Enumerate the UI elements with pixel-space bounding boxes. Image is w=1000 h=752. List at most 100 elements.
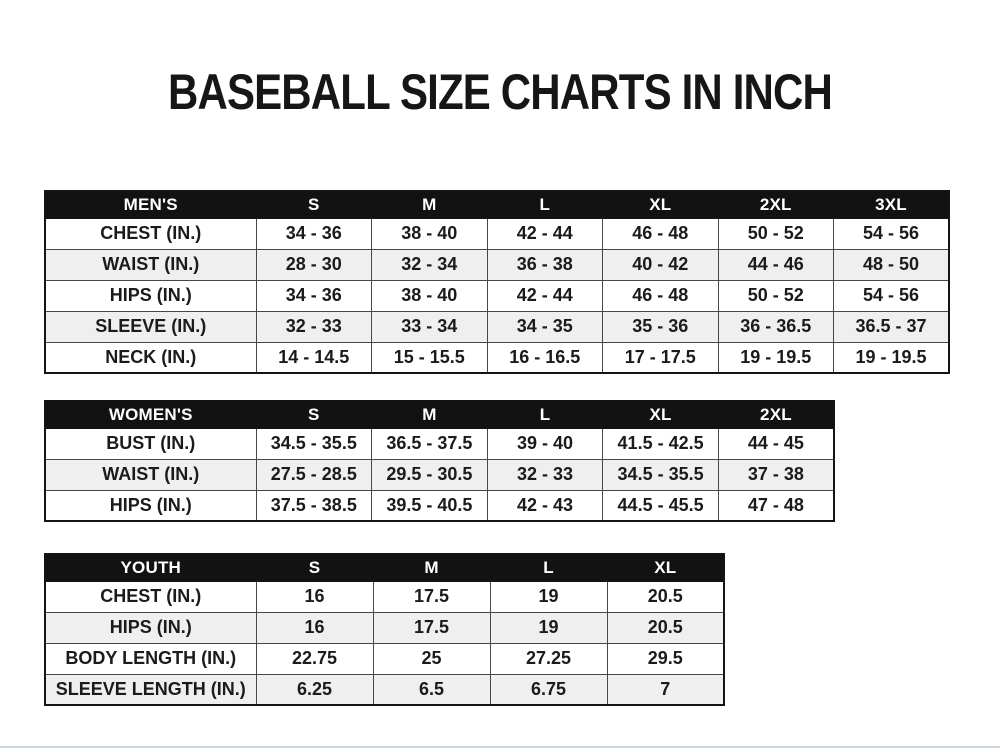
- size-column-header: M: [372, 553, 491, 582]
- measurement-label: CHEST (IN.): [44, 217, 257, 250]
- size-value-cell: 20.5: [606, 580, 725, 613]
- size-value-cell: 28 - 30: [255, 248, 372, 281]
- size-value-cell: 32 - 34: [371, 248, 488, 281]
- size-column-header: XL: [602, 400, 719, 429]
- mens-size-table: MEN'S S M L XL 2XL 3XL CHEST (IN.) 34 - 36 38 - 4…: [44, 190, 950, 374]
- size-value-cell: 42 - 44: [486, 217, 603, 250]
- size-value-cell: 17.5: [372, 611, 491, 644]
- size-value-cell: 7: [606, 673, 725, 706]
- size-value-cell: 35 - 36: [602, 310, 719, 343]
- size-column-header: S: [255, 400, 373, 429]
- size-value-cell: 34 - 36: [255, 279, 372, 312]
- size-value-cell: 50 - 52: [717, 279, 834, 312]
- table-category-header: YOUTH: [44, 553, 257, 582]
- size-column-header: L: [486, 400, 604, 429]
- size-value-cell: 19: [489, 611, 608, 644]
- size-value-cell: 27.5 - 28.5: [255, 458, 373, 491]
- size-value-cell: 34.5 - 35.5: [255, 427, 373, 460]
- size-column-header: L: [489, 553, 608, 582]
- table-row: WAIST (IN.) 28 - 30 32 - 34 36 - 38 40 - 42 4…: [44, 248, 950, 281]
- size-value-cell: 22.75: [255, 642, 374, 675]
- size-value-cell: 34.5 - 35.5: [602, 458, 719, 491]
- size-value-cell: 19 - 19.5: [833, 341, 950, 374]
- size-column-header: L: [486, 190, 603, 219]
- table-row: NECK (IN.) 14 - 14.5 15 - 15.5 16 - 16.5 17 …: [44, 341, 950, 374]
- table-row: HIPS (IN.) 34 - 36 38 - 40 42 - 44 46 - 48 50…: [44, 279, 950, 312]
- table-category-header: WOMEN'S: [44, 400, 257, 429]
- size-value-cell: 20.5: [606, 611, 725, 644]
- size-column-header: 2XL: [717, 190, 834, 219]
- measurement-label: WAIST (IN.): [44, 248, 257, 281]
- size-value-cell: 25: [372, 642, 491, 675]
- table-row: WAIST (IN.) 27.5 - 28.5 29.5 - 30.5 32 - 33…: [44, 458, 835, 491]
- size-value-cell: 46 - 48: [602, 217, 719, 250]
- size-column-header: 3XL: [833, 190, 950, 219]
- size-value-cell: 29.5 - 30.5: [371, 458, 488, 491]
- table-row: CHEST (IN.) 34 - 36 38 - 40 42 - 44 46 - 48 5…: [44, 217, 950, 250]
- size-value-cell: 14 - 14.5: [255, 341, 372, 374]
- header-row: YOUTH S M L XL: [44, 553, 725, 582]
- size-value-cell: 42 - 43: [486, 489, 604, 522]
- size-value-cell: 39.5 - 40.5: [371, 489, 488, 522]
- size-value-cell: 16 - 16.5: [486, 341, 603, 374]
- header-row: WOMEN'S S M L XL 2XL: [44, 400, 835, 429]
- size-value-cell: 19: [489, 580, 608, 613]
- image-bottom-edge-line: [0, 746, 1000, 748]
- table-row: HIPS (IN.) 16 17.5 19 20.5: [44, 611, 725, 644]
- size-value-cell: 32 - 33: [255, 310, 372, 343]
- page-title: BASEBALL SIZE CHARTS IN INCH: [167, 64, 833, 120]
- size-value-cell: 44 - 45: [717, 427, 835, 460]
- size-value-cell: 54 - 56: [833, 217, 950, 250]
- size-value-cell: 50 - 52: [717, 217, 834, 250]
- size-column-header: M: [371, 190, 488, 219]
- size-value-cell: 17 - 17.5: [602, 341, 719, 374]
- measurement-label: BODY LENGTH (IN.): [44, 642, 257, 675]
- size-value-cell: 48 - 50: [833, 248, 950, 281]
- size-value-cell: 6.75: [489, 673, 608, 706]
- size-value-cell: 39 - 40: [486, 427, 604, 460]
- size-value-cell: 37.5 - 38.5: [255, 489, 373, 522]
- size-column-header: 2XL: [717, 400, 835, 429]
- header-row: MEN'S S M L XL 2XL 3XL: [44, 190, 950, 219]
- size-value-cell: 38 - 40: [371, 217, 488, 250]
- measurement-label: HIPS (IN.): [44, 611, 257, 644]
- size-value-cell: 6.25: [255, 673, 374, 706]
- size-value-cell: 33 - 34: [371, 310, 488, 343]
- size-value-cell: 16: [255, 611, 374, 644]
- measurement-label: NECK (IN.): [44, 341, 257, 374]
- table-row: CHEST (IN.) 16 17.5 19 20.5: [44, 580, 725, 613]
- size-value-cell: 27.25: [489, 642, 608, 675]
- size-value-cell: 36.5 - 37.5: [371, 427, 488, 460]
- size-value-cell: 15 - 15.5: [371, 341, 488, 374]
- womens-size-table: WOMEN'S S M L XL 2XL BUST (IN.) 34.5 - 35.5 36.5…: [44, 400, 835, 522]
- size-value-cell: 40 - 42: [602, 248, 719, 281]
- size-value-cell: 46 - 48: [602, 279, 719, 312]
- size-value-cell: 47 - 48: [717, 489, 835, 522]
- size-value-cell: 36.5 - 37: [833, 310, 950, 343]
- size-value-cell: 37 - 38: [717, 458, 835, 491]
- table-row: SLEEVE (IN.) 32 - 33 33 - 34 34 - 35 35 - 36…: [44, 310, 950, 343]
- table-row: BUST (IN.) 34.5 - 35.5 36.5 - 37.5 39 - 40 4…: [44, 427, 835, 460]
- youth-size-table: YOUTH S M L XL CHEST (IN.) 16 17.5 19 20.5 HIPS (I…: [44, 553, 725, 706]
- measurement-label: BUST (IN.): [44, 427, 257, 460]
- size-value-cell: 6.5: [372, 673, 491, 706]
- size-column-header: S: [255, 553, 374, 582]
- table-row: SLEEVE LENGTH (IN.) 6.25 6.5 6.75 7: [44, 673, 725, 706]
- size-value-cell: 38 - 40: [371, 279, 488, 312]
- table-row: BODY LENGTH (IN.) 22.75 25 27.25 29.5: [44, 642, 725, 675]
- measurement-label: SLEEVE (IN.): [44, 310, 257, 343]
- size-value-cell: 54 - 56: [833, 279, 950, 312]
- measurement-label: HIPS (IN.): [44, 279, 257, 312]
- measurement-label: HIPS (IN.): [44, 489, 257, 522]
- size-column-header: XL: [606, 553, 725, 582]
- size-value-cell: 34 - 35: [486, 310, 603, 343]
- size-value-cell: 16: [255, 580, 374, 613]
- size-value-cell: 44 - 46: [717, 248, 834, 281]
- measurement-label: SLEEVE LENGTH (IN.): [44, 673, 257, 706]
- size-column-header: XL: [602, 190, 719, 219]
- size-value-cell: 29.5: [606, 642, 725, 675]
- size-value-cell: 36 - 36.5: [717, 310, 834, 343]
- size-value-cell: 17.5: [372, 580, 491, 613]
- size-value-cell: 42 - 44: [486, 279, 603, 312]
